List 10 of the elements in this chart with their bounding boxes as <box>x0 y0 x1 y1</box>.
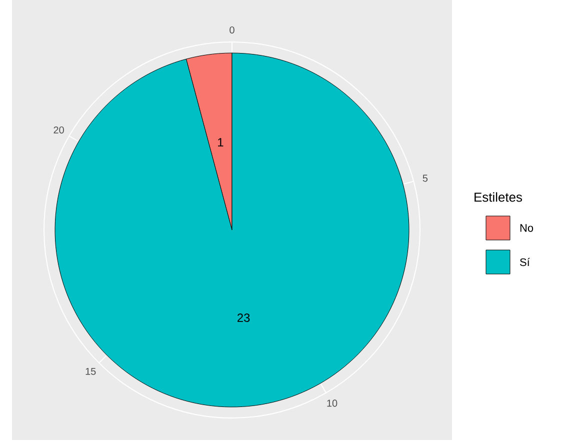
data-label: 1 <box>218 138 224 146</box>
text: 15 <box>86 368 96 375</box>
text: 20 <box>54 126 64 134</box>
legend-title: Estiletes <box>474 192 522 202</box>
text: 5 <box>422 174 428 182</box>
legend-label: No <box>520 224 534 232</box>
data-label: 23 <box>237 314 250 322</box>
legend-label: Sí <box>520 258 530 266</box>
text: 10 <box>327 400 338 407</box>
text: 0 <box>230 26 234 34</box>
